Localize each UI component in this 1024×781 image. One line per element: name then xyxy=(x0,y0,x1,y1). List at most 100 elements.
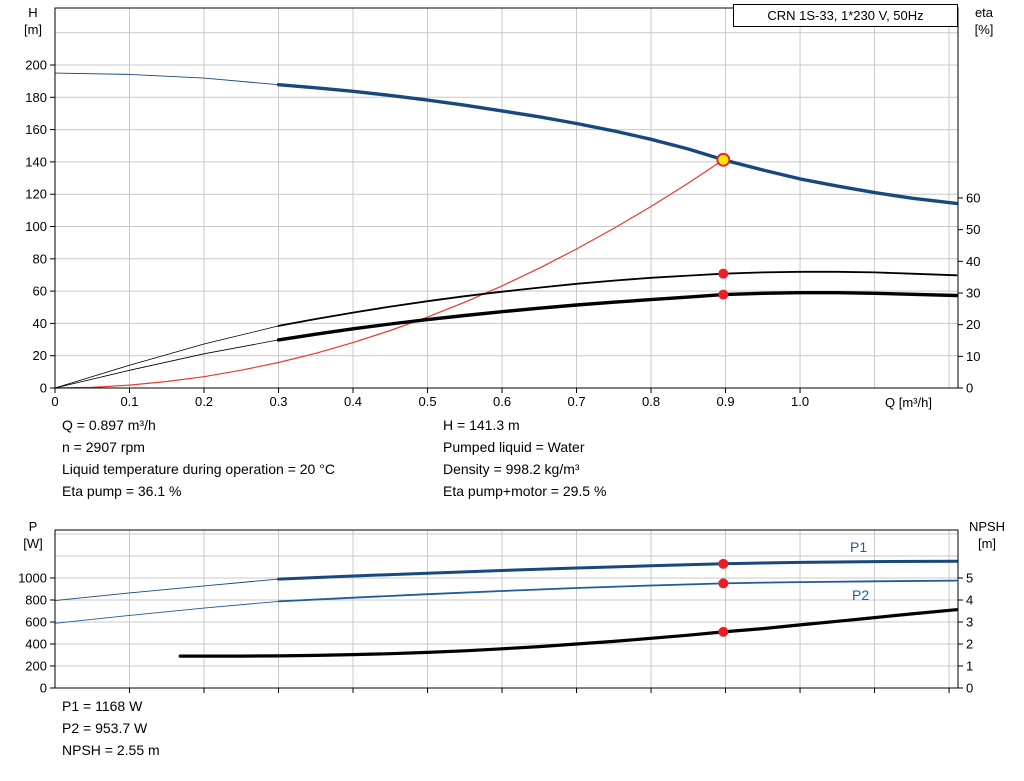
y-left-tick-label: 60 xyxy=(33,284,47,299)
x-tick-label: 0.9 xyxy=(717,394,735,409)
y-right-tick-label: 2 xyxy=(966,637,973,652)
npsh-axis-label: NPSH [m] xyxy=(958,518,1016,552)
annotation-pumped-liquid: Pumped liquid = Water xyxy=(443,439,585,455)
y-left-tick-label: 160 xyxy=(25,122,47,137)
axis-ticks: 0 0.1 0.2 0.3 0.4 0.5 0.6 0.7 0.8 0.9 1.0 0 20 40 60 80… xyxy=(25,58,980,409)
series-eta-pump-extrapolated xyxy=(54,325,279,389)
series-p1-extrapolated xyxy=(54,578,279,602)
x-tick-label: 0.6 xyxy=(493,394,511,409)
annotation-eta-pump: Eta pump = 36.1 % xyxy=(62,483,182,499)
p2-series-label: P2 xyxy=(852,587,870,603)
annotation-speed: n = 2907 rpm xyxy=(62,439,145,455)
y-right-tick-label: 0 xyxy=(966,381,973,396)
annotation-flow: Q = 0.897 m³/h xyxy=(62,417,156,433)
y-right-tick-label: 3 xyxy=(966,615,973,630)
y-right-tick-label: 4 xyxy=(966,593,973,608)
duty-info-right-column: H = 141.3 m Pumped liquid = Water Densit… xyxy=(443,414,606,502)
q-axis-label: Q [m³/h] xyxy=(885,395,932,410)
h-axis-label: H [m] xyxy=(14,4,52,38)
y-left-tick-label: 140 xyxy=(25,154,47,169)
y-right-tick-label: 5 xyxy=(966,571,973,586)
y-left-tick-label: 80 xyxy=(33,251,47,266)
x-tick-label: 0.7 xyxy=(567,394,585,409)
h-axis-unit: [m] xyxy=(23,22,43,37)
y-left-tick-label: 180 xyxy=(25,90,47,105)
annotation-p1: P1 = 1168 W xyxy=(62,698,143,714)
y-left-tick-label: 120 xyxy=(25,187,47,202)
y-right-tick-label: 40 xyxy=(966,254,980,269)
operating-point-markers xyxy=(718,558,729,637)
gridlines xyxy=(55,530,958,688)
series-npsh xyxy=(178,608,959,658)
x-tick-label: 0.2 xyxy=(195,394,213,409)
annotation-liquid-temperature: Liquid temperature during operation = 20… xyxy=(62,461,335,477)
operating-point-dot xyxy=(718,578,729,589)
series-h-curve xyxy=(276,83,959,206)
x-tick-label: 0.5 xyxy=(418,394,436,409)
eta-axis-symbol: eta xyxy=(974,5,994,20)
y-left-tick-label: 200 xyxy=(25,58,47,73)
series-p1 xyxy=(277,559,958,581)
annotation-head: H = 141.3 m xyxy=(443,417,520,433)
operating-point-dot xyxy=(718,268,729,279)
power-info-column: P1 = 1168 W P2 = 953.7 W NPSH = 2.55 m xyxy=(62,695,160,761)
series-p2-extrapolated xyxy=(54,600,279,624)
y-left-tick-label: 200 xyxy=(25,659,47,674)
x-tick-label: 0 xyxy=(51,394,58,409)
y-right-tick-label: 50 xyxy=(966,222,980,237)
chart-qh: 0 0.1 0.2 0.3 0.4 0.5 0.6 0.7 0.8 0.9 1.0 0 20 40 60 80… xyxy=(25,7,980,409)
y-right-tick-label: 20 xyxy=(966,317,980,332)
x-tick-label: 0.3 xyxy=(269,394,287,409)
y-right-tick-label: 1 xyxy=(966,659,973,674)
p-axis-unit: [W] xyxy=(23,536,43,551)
h-axis-symbol: H xyxy=(28,5,38,20)
series-group xyxy=(54,559,959,658)
series-group xyxy=(54,72,959,389)
axis-ticks: 0 200 400 600 800 1000 0 1 2 3 4 5 xyxy=(18,571,973,696)
chart-title-box: CRN 1S-33, 1*230 V, 50Hz xyxy=(733,4,958,27)
y-left-tick-label: 100 xyxy=(25,219,47,234)
y-left-tick-label: 0 xyxy=(40,381,47,396)
y-left-tick-label: 800 xyxy=(25,593,47,608)
y-left-tick-label: 40 xyxy=(33,316,47,331)
operating-point-markers xyxy=(716,152,731,300)
duty-point-marker xyxy=(716,152,731,167)
p-axis-symbol: P xyxy=(28,519,38,534)
y-left-tick-label: 0 xyxy=(40,681,47,696)
x-tick-label: 0.4 xyxy=(344,394,362,409)
y-right-tick-label: 10 xyxy=(966,349,980,364)
annotation-density: Density = 998.2 kg/m³ xyxy=(443,461,580,477)
series-eta-pump xyxy=(277,270,958,327)
y-right-tick-label: 30 xyxy=(966,286,980,301)
y-left-tick-label: 600 xyxy=(25,615,47,630)
y-right-tick-label: 0 xyxy=(966,681,973,696)
operating-point-dot xyxy=(718,558,729,569)
npsh-axis-unit: [m] xyxy=(977,536,997,551)
x-tick-label: 1.0 xyxy=(791,394,809,409)
x-tick-label: 0.8 xyxy=(642,394,660,409)
chart-power-npsh: 0 200 400 600 800 1000 0 1 2 3 4 5 xyxy=(18,529,973,696)
y-right-tick-label: 60 xyxy=(966,191,980,206)
p1-series-label: P1 xyxy=(850,539,868,555)
duty-info-left-column: Q = 0.897 m³/h n = 2907 rpm Liquid tempe… xyxy=(62,414,335,502)
annotation-eta-pump-motor: Eta pump+motor = 29.5 % xyxy=(443,483,607,499)
y-left-tick-label: 20 xyxy=(33,348,47,363)
plot-frame xyxy=(54,529,959,689)
series-system-curve xyxy=(54,159,724,389)
series-h-curve-extrapolated xyxy=(54,72,279,86)
gridlines xyxy=(55,8,958,388)
annotation-p2: P2 = 953.7 W xyxy=(62,720,148,736)
series-p2 xyxy=(277,579,958,603)
p-axis-label: P [W] xyxy=(14,518,52,552)
eta-axis-label: eta [%] xyxy=(960,4,1008,38)
eta-axis-unit: [%] xyxy=(974,22,994,37)
series-eta-pump-motor-extrapolated xyxy=(54,339,279,389)
annotation-npsh: NPSH = 2.55 m xyxy=(62,742,160,758)
operating-point-dot xyxy=(718,289,729,300)
x-tick-label: 0.1 xyxy=(120,394,138,409)
y-left-tick-label: 1000 xyxy=(18,571,47,586)
npsh-axis-symbol: NPSH xyxy=(968,519,1006,534)
series-eta-pump-motor xyxy=(276,291,959,342)
